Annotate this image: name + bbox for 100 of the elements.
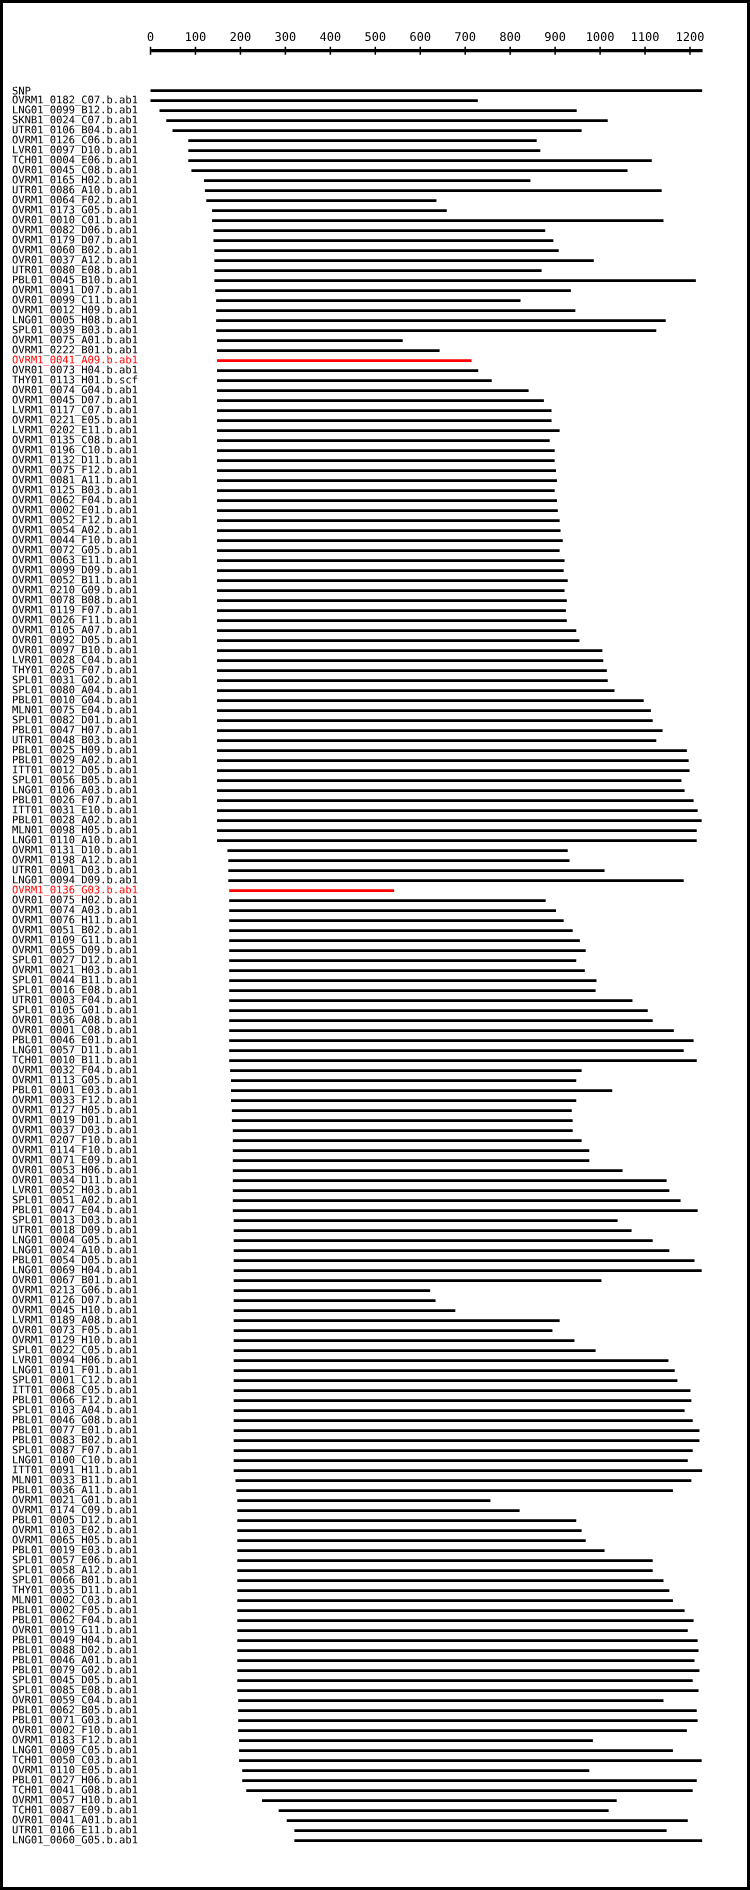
y-tick-label: PBL01_0028_A02.b.ab1 [13, 815, 138, 826]
y-tick-label: OVRM1_0125_B03.b.ab1 [12, 485, 138, 496]
y-tick-label: TCH01_0010_B11.b.ab1 [12, 1055, 138, 1066]
bar [212, 209, 447, 213]
bar [217, 699, 644, 703]
y-tick-label: THY01_0113_H01.b.scf [12, 375, 138, 386]
y-tick-label: OVRM1_0021_H03.b.ab1 [12, 965, 138, 976]
y-tick-label: OVRM1_0012_H09.b.ab1 [12, 305, 138, 316]
bar [215, 289, 571, 293]
bar [233, 1439, 700, 1443]
y-tick-label: SPL01_0066_B01.b.ab1 [12, 1575, 138, 1586]
y-tick-label: OVRM1_0057_H10.b.ab1 [12, 1795, 138, 1806]
y-tick-label: OVRM1_0126_D07.b.ab1 [12, 1295, 138, 1306]
y-tick-label: LVRM1_0189_A08.b.ab1 [13, 1315, 138, 1326]
y-tick-label: OVRM1_0063_E11.b.ab1 [12, 555, 138, 566]
y-tick-label: OVR01_0036_A08.b.ab1 [12, 1015, 138, 1026]
bar [230, 1089, 613, 1093]
bar [217, 649, 603, 653]
bar [237, 1649, 699, 1653]
bar [231, 1119, 573, 1123]
y-tick-label: MLN01_0033_B11.b.ab1 [12, 1475, 138, 1486]
bar [237, 1679, 693, 1683]
bar [217, 769, 690, 773]
bar [231, 1109, 572, 1113]
bar [188, 159, 652, 163]
bar [278, 1809, 609, 1813]
y-tick-label: OVRM1_0110_E05.b.ab1 [12, 1765, 138, 1776]
bar [212, 219, 664, 223]
bar [188, 139, 537, 143]
bar [217, 669, 607, 673]
y-tick-label: PBL01_0005_D12.b.ab1 [13, 1515, 138, 1526]
y-tick-label: PBL01_0077_E01.b.ab1 [13, 1425, 138, 1436]
y-tick-label: OVRM1_0032_F04.b.ab1 [12, 1065, 138, 1076]
x-tick-label: 1100 [632, 32, 659, 42]
y-tick-label: OVRM1_0113_G05.b.ab1 [12, 1075, 138, 1086]
bar [166, 119, 608, 123]
y-tick-label: UTR01_0106_B04.b.ab1 [12, 125, 138, 136]
bar [229, 959, 577, 963]
y-tick-label: PBL01_0062_B05.b.ab1 [13, 1705, 138, 1716]
y-tick-label: PBL01_0025_H09.b.ab1 [13, 745, 138, 756]
y-tick-label: PBL01_0049_H04.b.ab1 [13, 1635, 138, 1646]
y-tick-label: OVR01_0053_H06.b.ab1 [12, 1165, 138, 1176]
y-tick-label: SKNB1_0024_C07.b.ab1 [12, 115, 138, 126]
x-tick-label: 600 [410, 32, 431, 42]
y-tick-label: SPL01_0001_C12.b.ab1 [12, 1375, 138, 1386]
y-tick-label: UTR01_0018_D09.b.ab1 [12, 1225, 138, 1236]
y-tick-label: PBL01_0054_D05.b.ab1 [13, 1255, 138, 1266]
bar [233, 1279, 602, 1283]
bar [217, 509, 558, 513]
bar [217, 689, 615, 693]
y-tick-label: TCH01_0050_C03.b.ab1 [12, 1755, 138, 1766]
bar [229, 919, 564, 923]
y-tick-label: PBL01_0010_G04.b.ab1 [13, 695, 138, 706]
bar [239, 1739, 593, 1743]
bar [233, 1369, 675, 1373]
bar [217, 629, 577, 633]
y-tick-label: MLN01_0098_H05.b.ab1 [12, 825, 138, 836]
bar [217, 839, 697, 843]
bar [233, 1309, 456, 1313]
y-tick-label: SPL01_0051_A02.b.ab1 [12, 1195, 138, 1206]
y-tick-label: SPL01_0016_E08.b.ab1 [12, 985, 138, 996]
y-tick-label: OVRM1_0052_F12.b.ab1 [12, 515, 138, 526]
y-tick-label: OVRM1_0033_F12.b.ab1 [12, 1095, 138, 1106]
bar [233, 1249, 670, 1253]
y-tick-label: OVRM1_0074_A03.b.ab1 [12, 905, 138, 916]
bar [232, 1199, 681, 1203]
y-tick-label: OVRM1_0081_A11.b.ab1 [12, 475, 138, 486]
y-tick-label: OVRM1_0091_D07.b.ab1 [12, 285, 138, 296]
y-tick-label: OVRM1_0129_H10.b.ab1 [12, 1335, 138, 1346]
y-tick-label: SPL01_0013_D03.b.ab1 [12, 1215, 138, 1226]
x-tick-label: 500 [365, 32, 386, 42]
y-tick-label: LVR01_0052_H03.b.ab1 [13, 1185, 138, 1196]
y-tick-label: UTR01_0080_E08.b.ab1 [12, 265, 138, 276]
y-tick-label: SPL01_0082_D01.b.ab1 [12, 715, 138, 726]
y-tick-label: OVRM1_0173_G05.b.ab1 [12, 205, 138, 216]
y-tick-label: PBL01_0026_F07.b.ab1 [13, 795, 138, 806]
y-tick-label: SPL01_0045_D05.b.ab1 [12, 1675, 138, 1686]
bar [217, 819, 702, 823]
y-tick-label: MLN01_0002_C03.b.ab1 [12, 1595, 138, 1606]
bar [217, 359, 472, 363]
y-tick-label: SPL01_0031_G02.b.ab1 [12, 675, 138, 686]
bar [233, 1239, 653, 1243]
y-tick-label: SPL01_0057_E06.b.ab1 [12, 1555, 138, 1566]
y-tick-label: SNP [12, 86, 31, 95]
y-tick-label: ITT01_0031_E10.b.ab1 [13, 805, 138, 816]
bar [216, 309, 576, 313]
bar [238, 1699, 664, 1703]
bar [229, 939, 580, 943]
y-tick-label: OVRM1_0114_F10.b.ab1 [12, 1145, 138, 1156]
y-tick-label: ITT01_0012_D05.b.ab1 [13, 765, 138, 776]
y-tick-label: OVRM1_0099_D09.b.ab1 [12, 565, 138, 576]
bar [237, 1549, 605, 1553]
bar [229, 929, 573, 933]
bar [217, 589, 565, 593]
bar [217, 799, 694, 803]
bar [233, 1379, 678, 1383]
y-tick-label: LNG01_0100_C10.b.ab1 [13, 1455, 138, 1466]
bar [233, 1269, 702, 1273]
bar [233, 1339, 575, 1343]
bar [229, 999, 633, 1003]
